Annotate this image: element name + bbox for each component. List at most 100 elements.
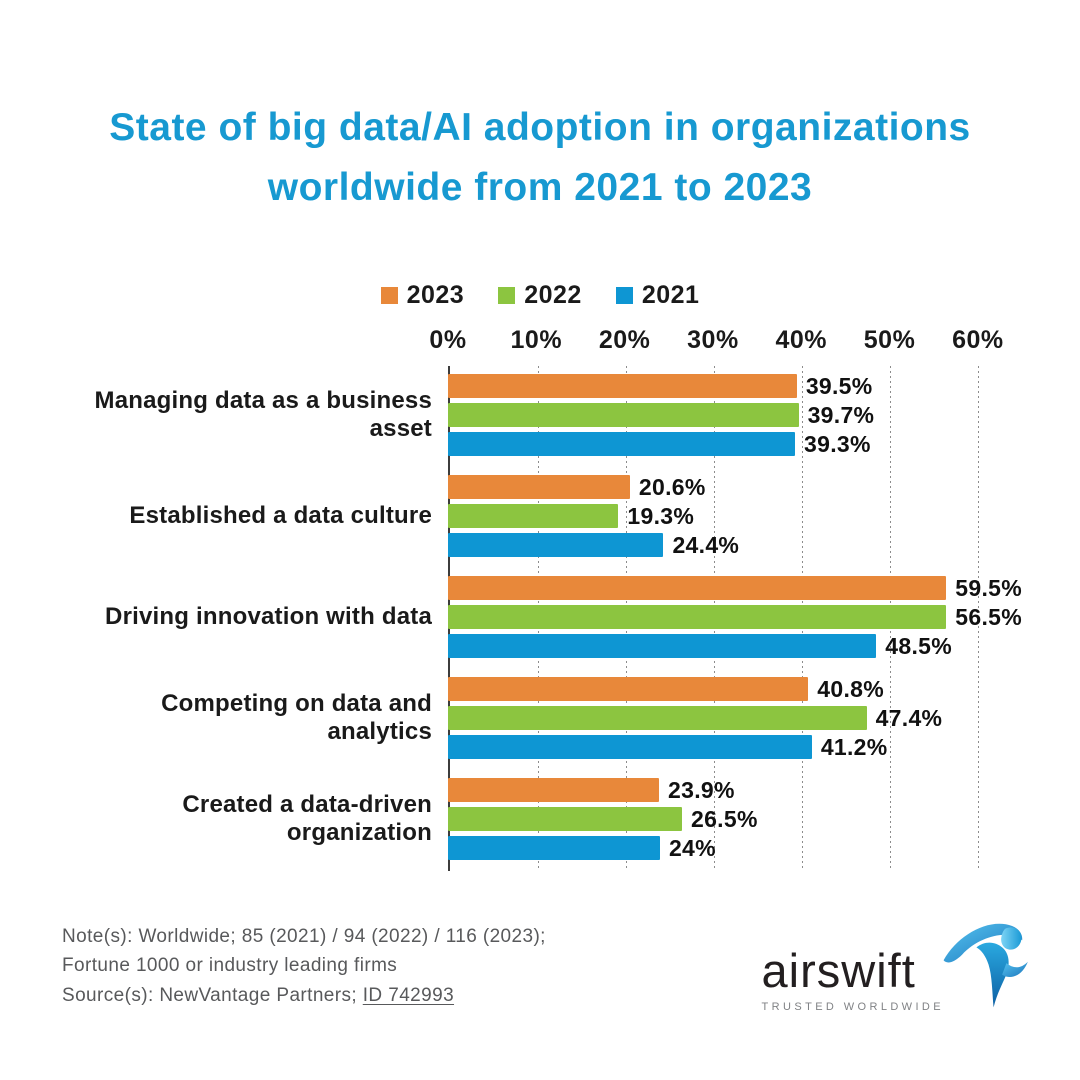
chart-plot-area: Managing data as a business asset 39.5% 39… xyxy=(58,365,1022,871)
logo-text: airswift TRUSTED WORLDWIDE xyxy=(762,947,944,1013)
bar-2021 xyxy=(448,735,812,760)
x-tick-label: 60% xyxy=(952,325,1004,354)
bar-row-2023: 59.5% xyxy=(448,574,1022,603)
bar-value-label: 39.5% xyxy=(805,372,873,399)
category-label: Managing data as a business asset xyxy=(94,386,432,443)
axis-spacer xyxy=(58,324,448,366)
bar-value-label: 23.9% xyxy=(668,776,735,803)
bar-row-2022: 19.3% xyxy=(448,502,1022,531)
x-tick-label: 0% xyxy=(429,325,467,354)
bar-2021 xyxy=(448,634,877,659)
category-label: Driving innovation with data xyxy=(105,602,432,630)
legend-item-2023: 2023 xyxy=(380,280,465,310)
bar-value-label: 19.3% xyxy=(627,502,695,529)
bar-value-label: 24% xyxy=(668,834,716,861)
bar-2022 xyxy=(448,605,947,630)
bar-value-label: 56.5% xyxy=(955,603,1022,630)
bird-body-tail xyxy=(976,942,1009,1008)
x-axis: 0% 10% 20% 30% 40% 50% 60% xyxy=(58,324,1022,366)
bar-value-label: 47.4% xyxy=(875,704,943,731)
bar-2021 xyxy=(448,432,796,457)
note-line-1: Note(s): Worldwide; 85 (2021) / 94 (2022… xyxy=(62,926,546,947)
bar-row-2022: 56.5% xyxy=(448,603,1022,632)
note-line-2: Fortune 1000 or industry leading firms xyxy=(62,955,398,977)
bar-2021 xyxy=(448,533,664,558)
bar-rows: 20.6% 19.3% 24.4% xyxy=(448,473,1022,560)
category-label: Competing on data and analytics xyxy=(161,689,432,746)
x-tick-label: 10% xyxy=(510,325,563,354)
bar-row-2023: 20.6% xyxy=(448,473,1022,502)
bar-row-2022: 47.4% xyxy=(448,704,1022,733)
x-axis-ticks: 0% 10% 20% 30% 40% 50% 60% xyxy=(429,324,1022,366)
bar-row-2022: 26.5% xyxy=(448,805,1022,834)
bar-2022 xyxy=(448,706,867,731)
legend-label: 2023 xyxy=(406,280,465,309)
legend-swatch-2022 xyxy=(498,286,516,304)
legend-label: 2022 xyxy=(524,280,582,309)
bar-2022 xyxy=(448,403,799,428)
bar-row-2023: 23.9% xyxy=(448,776,1022,805)
footer: Note(s): Worldwide; 85 (2021) / 94 (2022… xyxy=(62,922,1028,1030)
bar-row-2023: 39.5% xyxy=(448,372,1022,401)
bar-value-label: 39.3% xyxy=(804,430,871,457)
legend-swatch-2021 xyxy=(615,286,633,304)
bar-row-2023: 40.8% xyxy=(448,675,1022,704)
bar-value-label: 26.5% xyxy=(691,805,758,832)
airswift-logo: airswift TRUSTED WORLDWIDE xyxy=(762,923,1028,1030)
bar-value-label: 41.2% xyxy=(820,733,888,760)
x-tick-label: 20% xyxy=(598,325,651,354)
bar-rows: 23.9% 26.5% 24% xyxy=(448,776,1022,863)
bar-value-label: 39.7% xyxy=(807,401,875,428)
legend-label: 2021 xyxy=(641,280,700,309)
bar-2023 xyxy=(448,475,630,500)
legend-swatch-2023 xyxy=(380,286,398,304)
bar-2022 xyxy=(448,807,682,832)
bar-2023 xyxy=(448,778,660,803)
bar-value-label: 59.5% xyxy=(955,574,1022,601)
gridline-60% xyxy=(978,365,979,871)
bar-row-2022: 39.7% xyxy=(448,401,1022,430)
bar-chart: 0% 10% 20% 30% 40% 50% 60% Managing data as a … xyxy=(58,324,1022,871)
bar-value-label: 40.8% xyxy=(817,675,884,702)
bar-row-2021: 39.3% xyxy=(448,430,1022,459)
bird-head xyxy=(1001,927,1022,950)
bar-row-2021: 41.2% xyxy=(448,733,1022,762)
bar-group: Created a data-driven organization 23.9% 2… xyxy=(58,776,1022,863)
source-notes: Note(s): Worldwide; 85 (2021) / 94 (2022… xyxy=(62,922,546,1010)
chart-legend: 2023 2022 2021 xyxy=(0,281,1080,310)
x-tick-label: 40% xyxy=(775,325,827,354)
bar-row-2021: 48.5% xyxy=(448,632,1022,661)
legend-item-2021: 2021 xyxy=(615,280,700,310)
bar-2023 xyxy=(448,374,797,399)
bar-group: Managing data as a business asset 39.5% 39… xyxy=(58,372,1022,459)
bar-2023 xyxy=(448,576,947,601)
source-prefix: Source(s): NewVantage Partners; xyxy=(62,984,363,1006)
bar-group: Driving innovation with data 59.5% 56.5% 48… xyxy=(58,574,1022,661)
bar-group: Established a data culture 20.6% 19.3% 24.4… xyxy=(58,473,1022,560)
category-label: Created a data-driven organization xyxy=(182,790,432,847)
bar-2023 xyxy=(448,677,809,702)
logo-wordmark: airswift xyxy=(761,944,916,997)
bar-rows: 39.5% 39.7% 39.3% xyxy=(448,372,1022,459)
category-label: Established a data culture xyxy=(129,501,432,529)
bar-row-2021: 24.4% xyxy=(448,531,1022,560)
legend-item-2022: 2022 xyxy=(498,281,582,310)
chart-title: State of big data/AI adoption in organiz… xyxy=(109,106,971,210)
x-tick-label: 50% xyxy=(863,325,916,354)
bird-tail-feather xyxy=(1002,961,1028,978)
source-line: Source(s): NewVantage Partners; ID 74299… xyxy=(62,981,546,1010)
bar-2022 xyxy=(448,504,619,529)
swift-bird-icon xyxy=(943,923,1028,1008)
bar-rows: 59.5% 56.5% 48.5% xyxy=(448,574,1022,661)
logo-tagline: TRUSTED WORLDWIDE xyxy=(761,1001,944,1013)
bar-2021 xyxy=(448,836,660,861)
bar-row-2021: 24% xyxy=(448,834,1022,863)
bar-group: Competing on data and analytics 40.8% 47.4… xyxy=(58,675,1022,762)
bar-rows: 40.8% 47.4% 41.2% xyxy=(448,675,1022,762)
bar-value-label: 20.6% xyxy=(638,473,706,500)
bar-value-label: 24.4% xyxy=(672,531,740,558)
bar-value-label: 48.5% xyxy=(885,632,952,659)
source-id-link[interactable]: ID 742993 xyxy=(362,984,455,1006)
x-tick-label: 30% xyxy=(687,325,739,354)
